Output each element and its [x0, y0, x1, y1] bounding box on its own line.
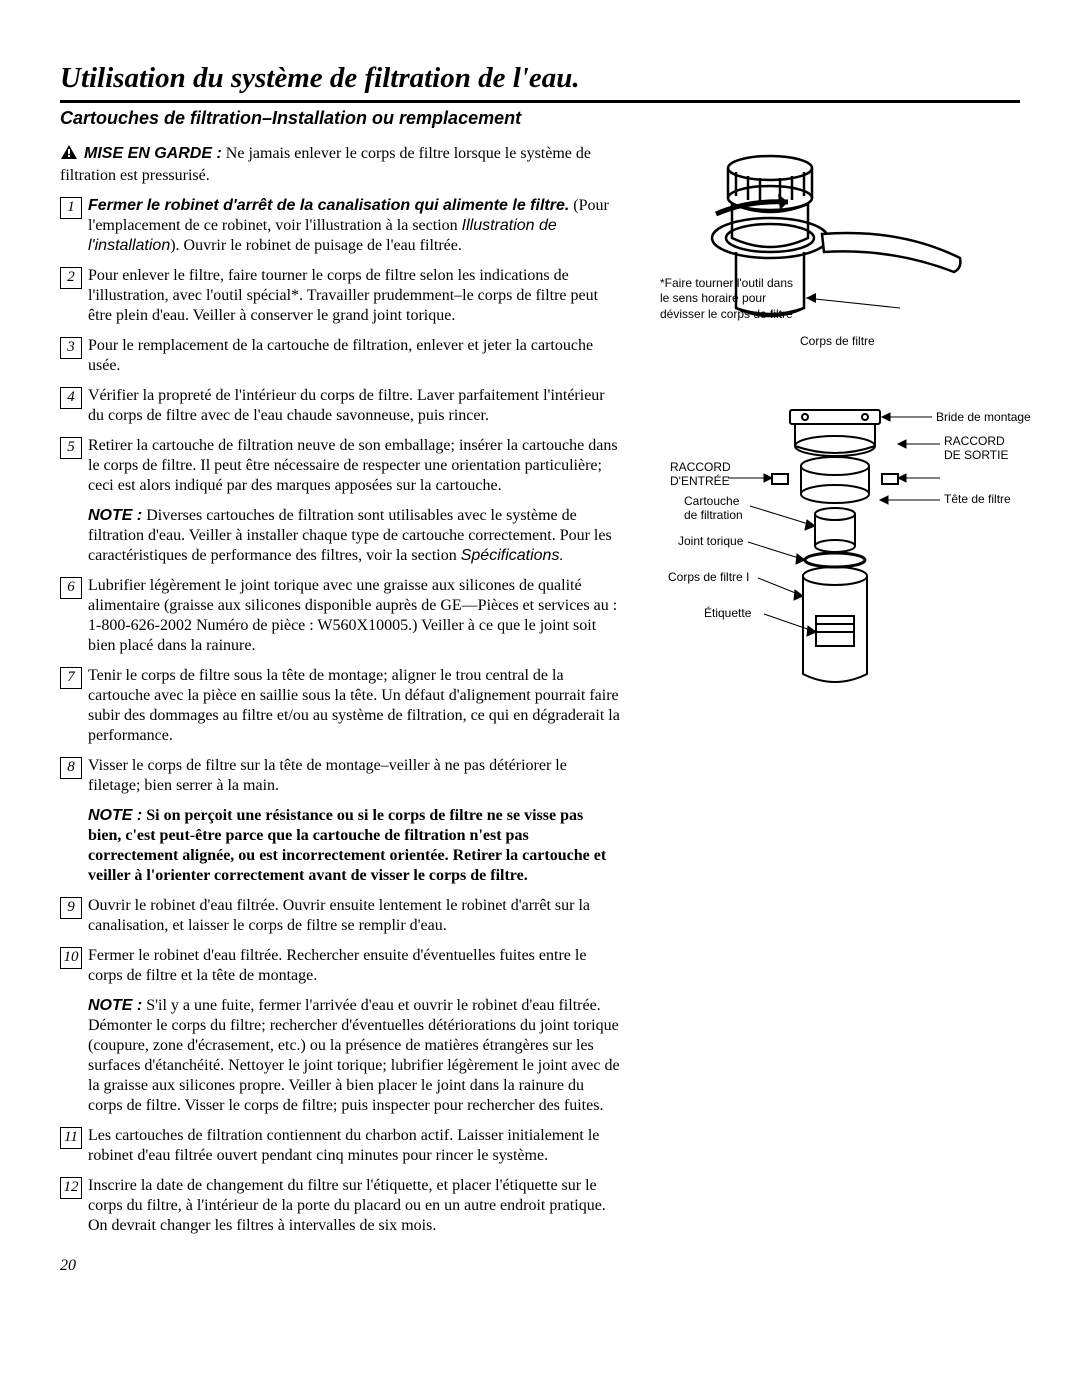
step-text: Tenir le corps de filtre sous la tête de…: [88, 666, 620, 746]
step-7: 7 Tenir le corps de filtre sous la tête …: [60, 666, 620, 746]
step-number: 7: [60, 667, 82, 689]
figure1-caption-body: Corps de filtre: [800, 334, 875, 350]
page-subtitle: Cartouches de filtration–Installation ou…: [60, 107, 1020, 130]
note-label: NOTE :: [88, 997, 142, 1014]
note-label: NOTE :: [88, 807, 142, 824]
step-6: 6 Lubrifier légèrement le joint torique …: [60, 576, 620, 656]
page-title: Utilisation du système de filtration de …: [60, 60, 1020, 96]
step-1: 1 Fermer le robinet d'arrêt de la canali…: [60, 196, 620, 256]
instructions-column: MISE EN GARDE : Ne jamais enlever le cor…: [60, 144, 620, 1276]
label-joint: Joint torique: [678, 534, 743, 550]
step-number: 11: [60, 1127, 82, 1149]
note-after-5: NOTE : Diverses cartouches de filtration…: [88, 506, 620, 566]
figure-wrench: *Faire tourner l'outil dans le sens hora…: [640, 148, 1020, 348]
figure1-caption-rotation: *Faire tourner l'outil dans le sens hora…: [660, 276, 800, 323]
step-text: Lubrifier légèrement le joint torique av…: [88, 576, 620, 656]
step-number: 9: [60, 897, 82, 919]
ref: Spécifications.: [461, 547, 564, 564]
step-number: 10: [60, 947, 82, 969]
step-text: Inscrire la date de changement du filtre…: [88, 1176, 620, 1236]
step-11: 11 Les cartouches de filtration contienn…: [60, 1126, 620, 1166]
label-cartouche-2: de filtration: [684, 508, 743, 524]
step-number: 8: [60, 757, 82, 779]
note-label: NOTE :: [88, 507, 142, 524]
step-text: Les cartouches de filtration contiennent…: [88, 1126, 620, 1166]
step-number: 5: [60, 437, 82, 459]
step-text: Fermer le robinet d'eau filtrée. Recherc…: [88, 946, 620, 986]
warning-icon: [60, 144, 78, 166]
step-text: Visser le corps de filtre sur la tête de…: [88, 756, 620, 796]
step-4: 4 Vérifier la propreté de l'intérieur du…: [60, 386, 620, 426]
step-text: Vérifier la propreté de l'intérieur du c…: [88, 386, 620, 426]
label-entree-2: D'ENTRÉE: [670, 474, 726, 490]
step-number: 6: [60, 577, 82, 599]
warning-block: MISE EN GARDE : Ne jamais enlever le cor…: [60, 144, 620, 186]
step-text: Ouvrir le robinet d'eau filtrée. Ouvrir …: [88, 896, 620, 936]
label-corps: Corps de filtre I: [668, 570, 749, 586]
step-number: 12: [60, 1177, 82, 1199]
label-sortie-2: DE SORTIE: [944, 448, 1008, 464]
step-9: 9 Ouvrir le robinet d'eau filtrée. Ouvri…: [60, 896, 620, 936]
step-3: 3 Pour le remplacement de la cartouche d…: [60, 336, 620, 376]
warning-label: MISE EN GARDE :: [84, 145, 222, 162]
figures-column: *Faire tourner l'outil dans le sens hora…: [620, 144, 1020, 706]
step-lead: Fermer le robinet d'arrêt de la canalisa…: [88, 197, 569, 214]
step-number: 2: [60, 267, 82, 289]
step-text: Pour enlever le filtre, faire tourner le…: [88, 266, 620, 326]
note-after-10: NOTE : S'il y a une fuite, fermer l'arri…: [88, 996, 620, 1116]
step-number: 1: [60, 197, 82, 219]
page-number: 20: [60, 1256, 620, 1276]
step-text: Pour le remplacement de la cartouche de …: [88, 336, 620, 376]
step-2: 2 Pour enlever le filtre, faire tourner …: [60, 266, 620, 326]
step-12: 12 Inscrire la date de changement du fil…: [60, 1176, 620, 1236]
step-number: 4: [60, 387, 82, 409]
step-text: Retirer la cartouche de filtration neuve…: [88, 436, 620, 496]
horizontal-rule: [60, 100, 1020, 103]
figure-exploded: Bride de montage RACCORD DE SORTIE RACCO…: [640, 406, 1020, 706]
note-text: S'il y a une fuite, fermer l'arrivée d'e…: [88, 997, 620, 1114]
step-number: 3: [60, 337, 82, 359]
label-tete: Tête de filtre: [944, 492, 1011, 508]
step-10: 10 Fermer le robinet d'eau filtrée. Rech…: [60, 946, 620, 986]
note-text: Si on perçoit une résistance ou si le co…: [88, 807, 606, 884]
step-8: 8 Visser le corps de filtre sur la tête …: [60, 756, 620, 796]
note-after-8: NOTE : Si on perçoit une résistance ou s…: [88, 806, 620, 886]
label-etiquette: Étiquette: [704, 606, 751, 622]
step-text-tail: ). Ouvrir le robinet de puisage de l'eau…: [170, 237, 462, 254]
label-bride: Bride de montage: [936, 410, 1031, 426]
step-5: 5 Retirer la cartouche de filtration neu…: [60, 436, 620, 496]
